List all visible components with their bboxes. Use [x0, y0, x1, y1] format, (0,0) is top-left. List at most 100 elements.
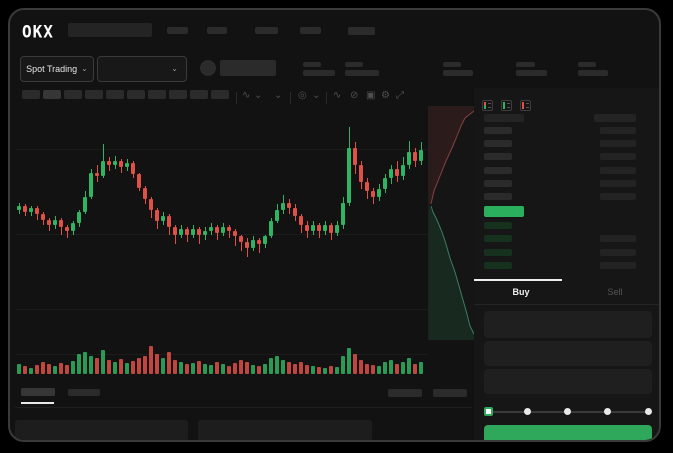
- orderbook-bids-only-view-icon[interactable]: [501, 100, 512, 111]
- ask-amount-cell[interactable]: [600, 179, 636, 187]
- sell-tab-label: Sell: [607, 287, 623, 297]
- compare-icon[interactable]: ⊘: [350, 90, 359, 101]
- candle-body: [23, 206, 27, 212]
- ask-amount-cell[interactable]: [600, 140, 636, 148]
- candle-body: [221, 227, 225, 233]
- ask-price-cell[interactable]: [484, 140, 512, 148]
- nav-item-2[interactable]: [207, 27, 227, 34]
- last-price-indicator[interactable]: [484, 206, 524, 217]
- candle-body: [179, 228, 183, 235]
- timeframe-button-9[interactable]: [190, 90, 208, 99]
- bid-amount-cell[interactable]: [600, 248, 636, 256]
- volume-bar: [359, 360, 363, 374]
- timeframe-button-3[interactable]: [64, 90, 82, 99]
- bid-depth-area: [429, 206, 474, 340]
- candle-body: [347, 148, 351, 203]
- bottom-tab-1-active[interactable]: [21, 388, 55, 396]
- volume-bar: [173, 360, 177, 374]
- ask-price-cell[interactable]: [484, 179, 512, 187]
- total-input[interactable]: [484, 369, 652, 394]
- camera-snapshot-icon[interactable]: ▣: [366, 90, 376, 101]
- nav-item-5[interactable]: [348, 27, 375, 35]
- timeframe-button-5[interactable]: [106, 90, 124, 99]
- nav-item-3[interactable]: [255, 27, 278, 34]
- market-type-selector[interactable]: Spot Trading ⌄: [20, 56, 94, 82]
- bid-price-cell[interactable]: [484, 262, 512, 270]
- orderbook-asks-only-view-icon[interactable]: [520, 100, 531, 111]
- bid-amount-cell[interactable]: [600, 235, 636, 243]
- candle-wick: [66, 225, 68, 239]
- timeframe-button-7[interactable]: [148, 90, 166, 99]
- bid-price-cell[interactable]: [484, 235, 512, 243]
- candle-type-icon[interactable]: ∿: [242, 90, 251, 101]
- amount-input[interactable]: [484, 341, 652, 366]
- candle-body: [161, 215, 165, 222]
- volume-bar: [317, 367, 321, 374]
- timeframe-button-6[interactable]: [127, 90, 145, 99]
- candlestick-chart[interactable]: [16, 106, 428, 378]
- timeframe-button-2-active[interactable]: [43, 90, 61, 99]
- ask-amount-cell[interactable]: [600, 193, 636, 200]
- divider: [15, 407, 472, 408]
- bid-price-cell[interactable]: [484, 222, 512, 229]
- timeframe-button-8[interactable]: [169, 90, 187, 99]
- chevron-down-icon[interactable]: ⌄: [312, 90, 321, 101]
- orderbook-combined-view-icon[interactable]: [482, 100, 493, 111]
- slider-stop-100[interactable]: [645, 408, 652, 415]
- timeframe-button-4[interactable]: [85, 90, 103, 99]
- amount-slider-handle[interactable]: [484, 407, 493, 416]
- chevron-down-icon[interactable]: ⌄: [254, 90, 263, 101]
- volume-bar: [221, 364, 225, 374]
- pair-selector[interactable]: ⌄: [97, 56, 187, 82]
- bid-amount-cell[interactable]: [600, 262, 636, 270]
- slider-stop-25[interactable]: [524, 408, 531, 415]
- ask-price-cell[interactable]: [484, 193, 512, 200]
- timeframe-button-1[interactable]: [22, 90, 40, 99]
- candle-body: [65, 227, 69, 231]
- indicators-icon[interactable]: ∿: [333, 90, 342, 101]
- bottom-action-2[interactable]: [433, 389, 467, 397]
- ask-price-cell[interactable]: [484, 127, 512, 134]
- volume-bar: [65, 365, 69, 374]
- candle-body: [59, 219, 63, 228]
- volume-bar: [329, 366, 333, 374]
- candle-body: [53, 219, 57, 226]
- ask-amount-cell[interactable]: [600, 127, 636, 134]
- timeframe-button-10[interactable]: [211, 90, 229, 99]
- volume-bar: [239, 360, 243, 374]
- price-input[interactable]: [484, 311, 652, 338]
- tab-sell[interactable]: Sell: [568, 280, 659, 304]
- magnet-tool-icon[interactable]: ◎: [298, 90, 307, 101]
- chevron-down-icon[interactable]: ⌄: [274, 90, 283, 101]
- depth-chart[interactable]: [428, 106, 475, 340]
- candle-body: [35, 208, 39, 214]
- slider-stop-50[interactable]: [564, 408, 571, 415]
- ask-amount-cell[interactable]: [600, 153, 636, 161]
- chart-settings-gear-icon[interactable]: ⚙: [381, 90, 390, 101]
- candle-wick: [246, 238, 248, 258]
- candle-body: [113, 161, 117, 165]
- bottom-panel-1: [15, 420, 188, 440]
- pair-name-placeholder: [220, 60, 276, 76]
- bottom-tab-2[interactable]: [68, 389, 100, 396]
- ask-price-cell[interactable]: [484, 153, 512, 161]
- chevron-down-icon: ⌄: [171, 64, 178, 73]
- okx-logo[interactable]: OKX: [22, 21, 54, 42]
- ask-price-cell[interactable]: [484, 166, 512, 174]
- volume-bar: [137, 358, 141, 374]
- candle-body: [173, 227, 177, 235]
- buy-submit-button[interactable]: [484, 425, 652, 440]
- candle-body: [203, 230, 207, 235]
- slider-stop-75[interactable]: [604, 408, 611, 415]
- bottom-panel-2: [198, 420, 372, 440]
- volume-bar: [305, 365, 309, 374]
- ask-amount-cell[interactable]: [600, 166, 636, 174]
- fullscreen-icon[interactable]: ⤢: [396, 90, 404, 101]
- search-bar-placeholder[interactable]: [68, 23, 152, 37]
- nav-item-1[interactable]: [167, 27, 188, 34]
- tab-buy[interactable]: Buy: [474, 280, 568, 304]
- candle-body: [89, 172, 93, 197]
- bottom-action-1[interactable]: [388, 389, 422, 397]
- nav-item-4[interactable]: [300, 27, 321, 34]
- bid-price-cell[interactable]: [484, 248, 512, 256]
